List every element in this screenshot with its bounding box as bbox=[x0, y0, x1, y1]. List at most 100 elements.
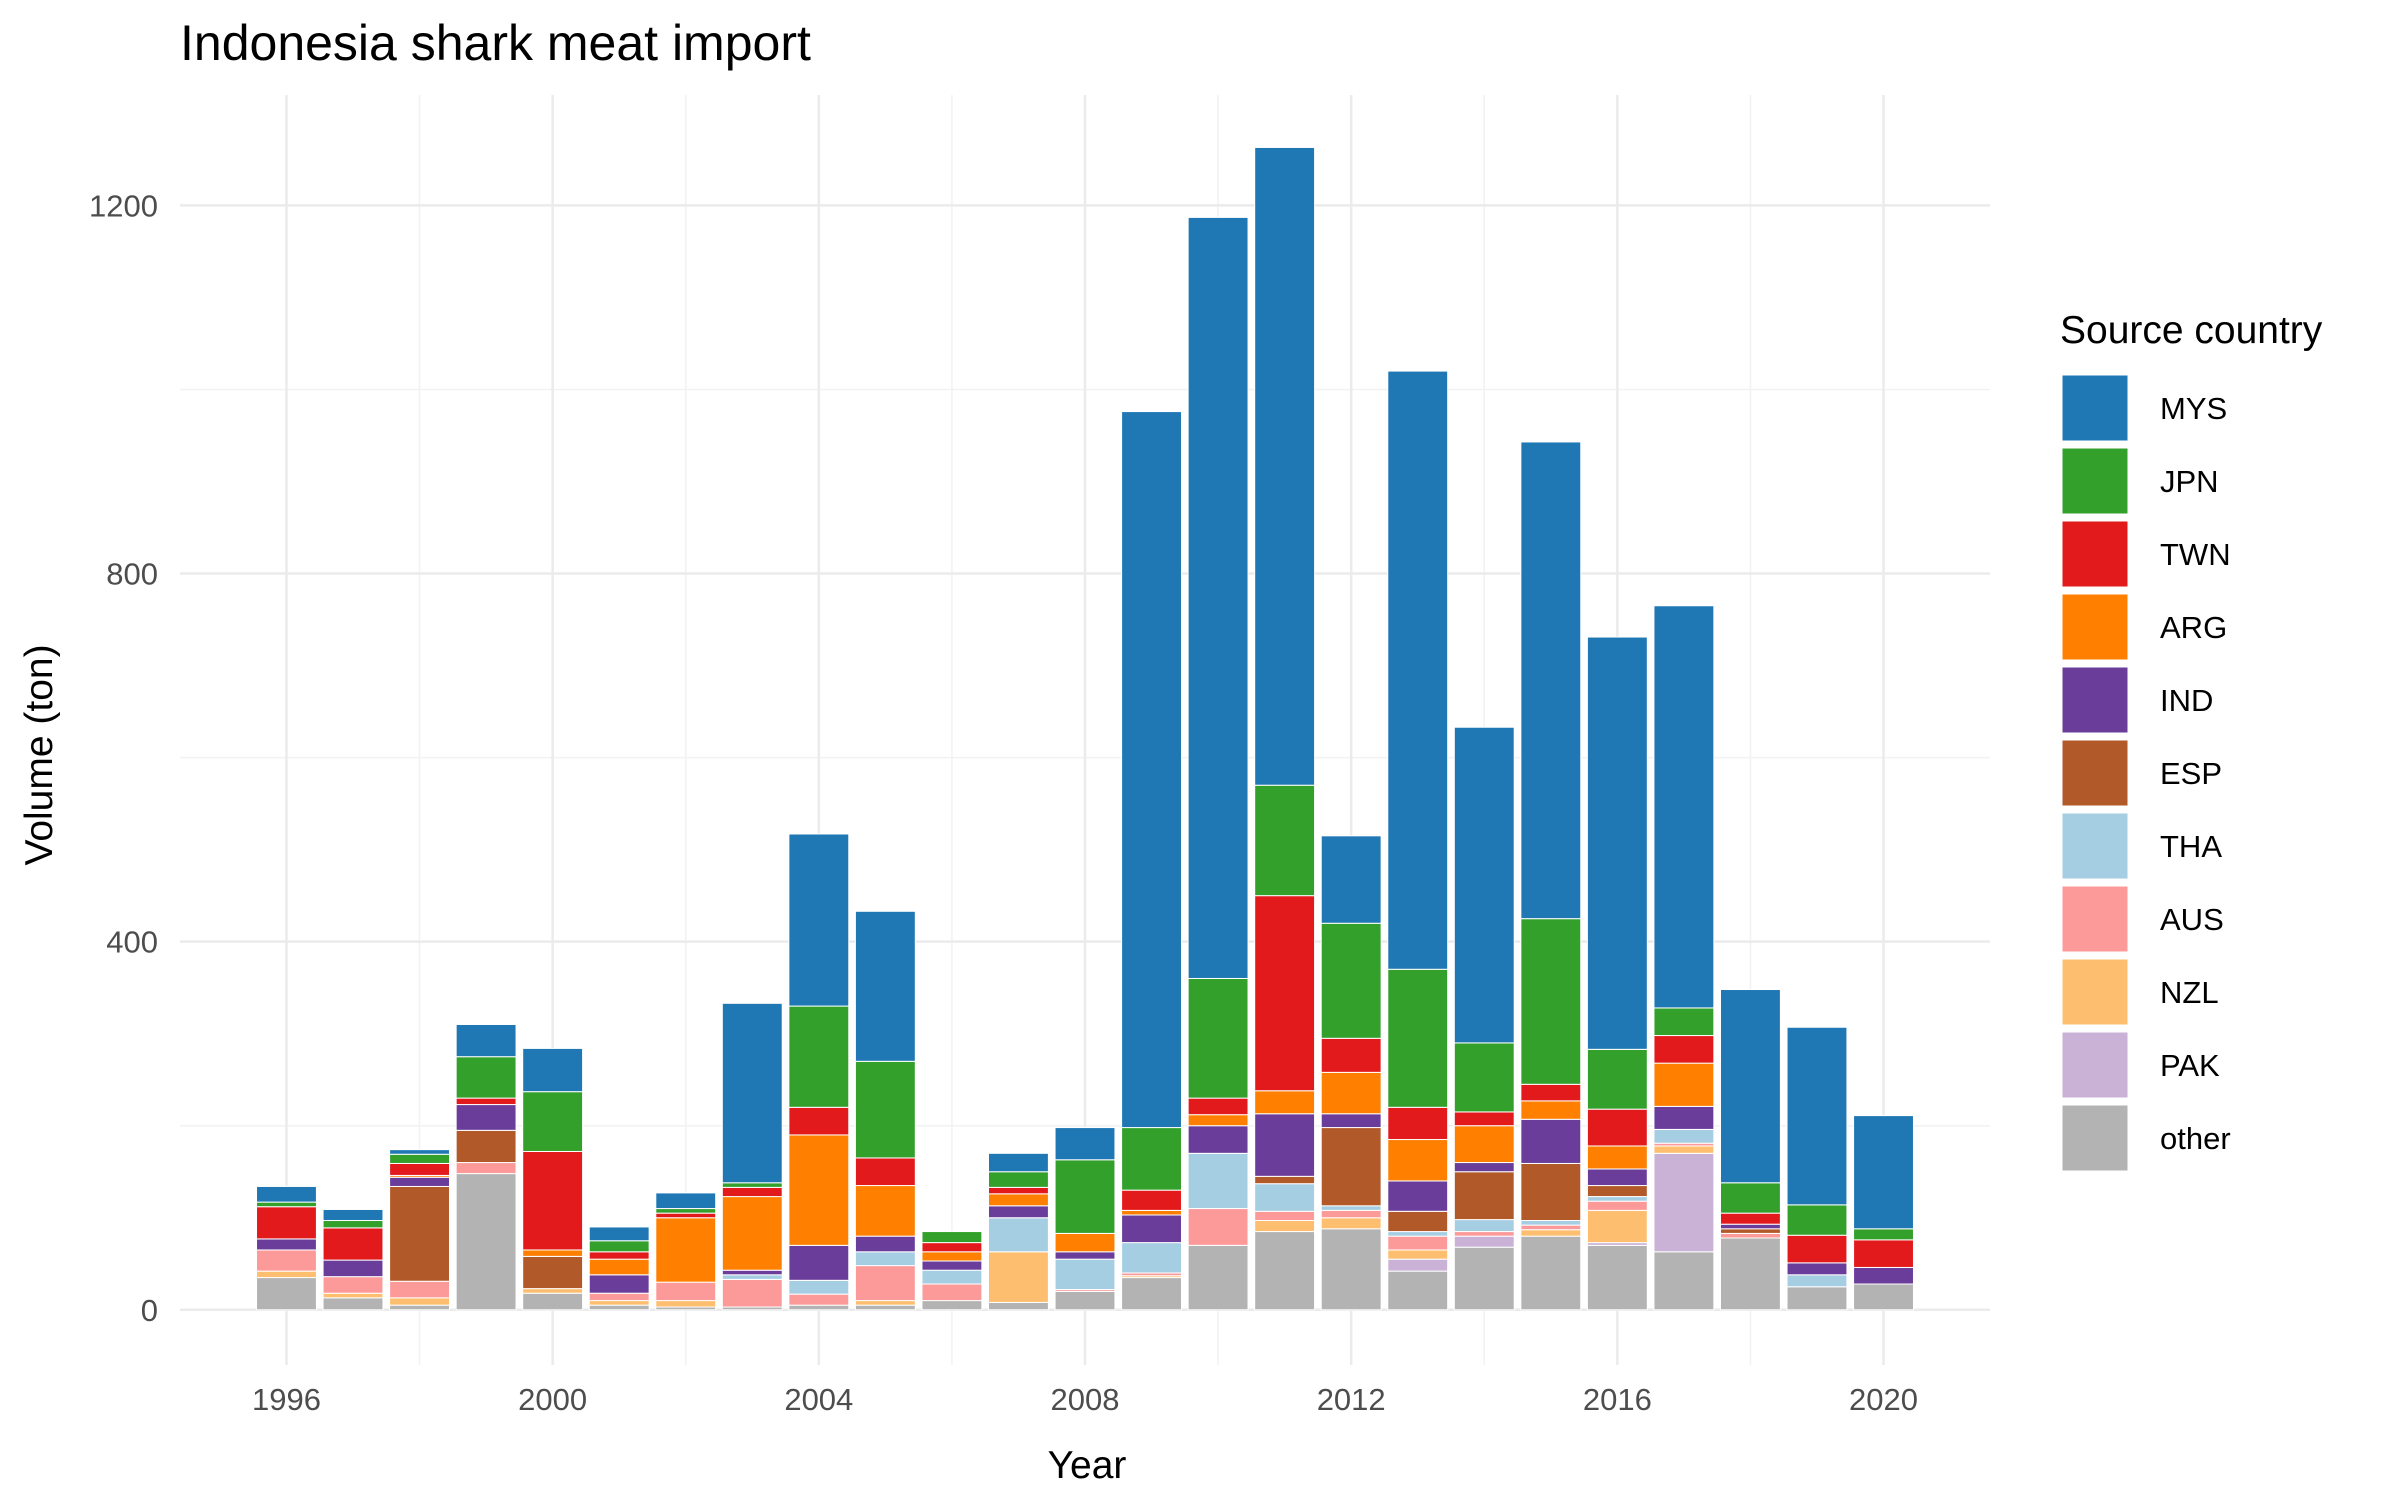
bar-segment-pak-2014 bbox=[1453, 1235, 1515, 1248]
bar-segment-nzl-2002 bbox=[655, 1300, 717, 1308]
bar-segment-ind-2009 bbox=[1121, 1214, 1182, 1244]
bar-segment-twn-1999 bbox=[455, 1097, 517, 1106]
bar-segment-other-1997 bbox=[322, 1297, 384, 1311]
bar-segment-nzl-2001 bbox=[588, 1300, 650, 1306]
bar-segment-arg-2012 bbox=[1320, 1071, 1382, 1115]
bar-segment-arg-2006 bbox=[921, 1251, 983, 1262]
bar-segment-mys-2012 bbox=[1320, 835, 1382, 924]
bar-segment-ind-2010 bbox=[1187, 1125, 1249, 1154]
bar-segment-jpn-2015 bbox=[1520, 918, 1582, 1085]
bar-segment-jpn-2007 bbox=[988, 1171, 1049, 1188]
x-tick-label: 2008 bbox=[1051, 1382, 1120, 1417]
bar-segment-esp-2018 bbox=[1720, 1228, 1781, 1234]
bar-segment-other-2011 bbox=[1254, 1231, 1316, 1311]
legend-key-mys bbox=[2061, 374, 2129, 442]
bar-segment-jpn-2005 bbox=[854, 1060, 916, 1159]
bar-segment-tha-2014 bbox=[1453, 1219, 1515, 1233]
bar-segment-ind-2014 bbox=[1453, 1162, 1515, 1173]
y-axis-ticks: 0 400 800 1200 bbox=[89, 188, 158, 1327]
bar-segment-ind-2012 bbox=[1320, 1113, 1382, 1129]
bar-segment-nzl-2017 bbox=[1653, 1145, 1715, 1154]
bar-segment-aus-1998 bbox=[389, 1280, 450, 1299]
x-tick-label: 2004 bbox=[784, 1382, 853, 1417]
bar-segment-ind-2006 bbox=[921, 1260, 983, 1271]
bar-segment-twn-2002 bbox=[655, 1212, 717, 1219]
bar-segment-nzl-1996 bbox=[256, 1270, 317, 1279]
bar-segment-arg-2017 bbox=[1653, 1062, 1715, 1107]
bar-segment-tha-2009 bbox=[1121, 1242, 1182, 1274]
bar-segment-mys-2007 bbox=[988, 1152, 1049, 1173]
bar-segment-mys-1997 bbox=[322, 1208, 384, 1222]
bar-segment-other-2005 bbox=[854, 1304, 916, 1311]
bar-segment-mys-2001 bbox=[588, 1226, 650, 1242]
bar-segment-ind-1996 bbox=[256, 1238, 317, 1251]
bar-segment-esp-2014 bbox=[1453, 1171, 1515, 1221]
bar-segment-jpn-2020 bbox=[1853, 1228, 1914, 1241]
bar-segment-mys-2009 bbox=[1121, 411, 1182, 1129]
bar-segment-esp-2011 bbox=[1254, 1175, 1316, 1185]
x-tick-label: 2012 bbox=[1317, 1382, 1386, 1417]
bar-segment-twn-2014 bbox=[1453, 1111, 1515, 1127]
bar-segment-other-2020 bbox=[1853, 1283, 1914, 1311]
bar-segment-arg-2000 bbox=[522, 1249, 584, 1257]
bar-segment-jpn-1999 bbox=[455, 1056, 517, 1099]
bar-segment-twn-2013 bbox=[1387, 1106, 1449, 1141]
bar-segment-arg-2014 bbox=[1453, 1125, 1515, 1164]
bar-segment-other-1999 bbox=[455, 1173, 517, 1311]
bar-segment-mys-2017 bbox=[1653, 605, 1715, 1009]
bar-segment-ind-2015 bbox=[1520, 1118, 1582, 1164]
bar-segment-twn-2006 bbox=[921, 1242, 983, 1253]
bar-segment-other-2014 bbox=[1453, 1246, 1515, 1311]
bar-segment-esp-2012 bbox=[1320, 1127, 1382, 1207]
bar-segment-arg-2016 bbox=[1586, 1145, 1648, 1170]
bar-segment-esp-2000 bbox=[522, 1255, 584, 1290]
legend-key-ind bbox=[2061, 666, 2129, 734]
bar-segment-aus-1997 bbox=[322, 1276, 384, 1294]
bars-layer bbox=[256, 146, 1914, 1311]
x-tick-label: 2016 bbox=[1583, 1382, 1652, 1417]
bar-segment-jpn-2019 bbox=[1786, 1204, 1848, 1236]
bar-segment-jpn-2011 bbox=[1254, 784, 1316, 897]
bar-segment-arg-2001 bbox=[588, 1258, 650, 1276]
bar-segment-tha-2012 bbox=[1320, 1205, 1382, 1211]
bar-segment-ind-2004 bbox=[788, 1244, 850, 1281]
bar-segment-twn-2004 bbox=[788, 1106, 850, 1136]
bar-segment-aus-1996 bbox=[256, 1249, 317, 1272]
bar-segment-mys-2005 bbox=[854, 910, 916, 1062]
bar-segment-jpn-2014 bbox=[1453, 1042, 1515, 1113]
legend-label-other: other bbox=[2160, 1121, 2231, 1156]
bar-segment-twn-2007 bbox=[988, 1186, 1049, 1195]
bar-segment-other-2001 bbox=[588, 1304, 650, 1311]
bar-segment-mys-2015 bbox=[1520, 441, 1582, 920]
x-tick-label: 2000 bbox=[518, 1382, 587, 1417]
legend-key-tha bbox=[2061, 812, 2129, 880]
bar-segment-twn-2015 bbox=[1520, 1083, 1582, 1102]
bar-segment-jpn-2010 bbox=[1187, 977, 1249, 1099]
bar-segment-aus-2012 bbox=[1320, 1209, 1382, 1219]
bar-segment-other-2006 bbox=[921, 1300, 983, 1311]
bar-segment-nzl-2016 bbox=[1586, 1209, 1648, 1244]
legend-label-jpn: JPN bbox=[2160, 464, 2219, 499]
bar-segment-jpn-2000 bbox=[522, 1091, 584, 1152]
bar-segment-jpn-2002 bbox=[655, 1208, 717, 1214]
legend-key-other bbox=[2061, 1104, 2129, 1172]
bar-segment-jpn-1997 bbox=[322, 1220, 384, 1229]
bar-segment-other-1996 bbox=[256, 1277, 317, 1311]
legend-key-esp bbox=[2061, 739, 2129, 807]
bar-segment-mys-2013 bbox=[1387, 370, 1449, 970]
bar-segment-mys-2008 bbox=[1054, 1127, 1116, 1161]
bar-segment-other-2004 bbox=[788, 1304, 850, 1311]
bar-segment-twn-2019 bbox=[1786, 1234, 1848, 1264]
bar-segment-twn-2017 bbox=[1653, 1035, 1715, 1064]
legend-key-aus bbox=[2061, 885, 2129, 953]
bar-segment-tha-2008 bbox=[1054, 1258, 1116, 1291]
bar-segment-nzl-2011 bbox=[1254, 1220, 1316, 1233]
bar-segment-aus-2018 bbox=[1720, 1232, 1781, 1239]
bar-segment-twn-2003 bbox=[721, 1186, 783, 1198]
bar-segment-ind-2018 bbox=[1720, 1223, 1781, 1230]
bar-segment-tha-2016 bbox=[1586, 1196, 1648, 1202]
bar-segment-other-2015 bbox=[1520, 1235, 1582, 1311]
bar-segment-esp-2015 bbox=[1520, 1162, 1582, 1222]
bar-segment-mys-2000 bbox=[522, 1047, 584, 1093]
bar-segment-arg-2009 bbox=[1121, 1209, 1182, 1216]
